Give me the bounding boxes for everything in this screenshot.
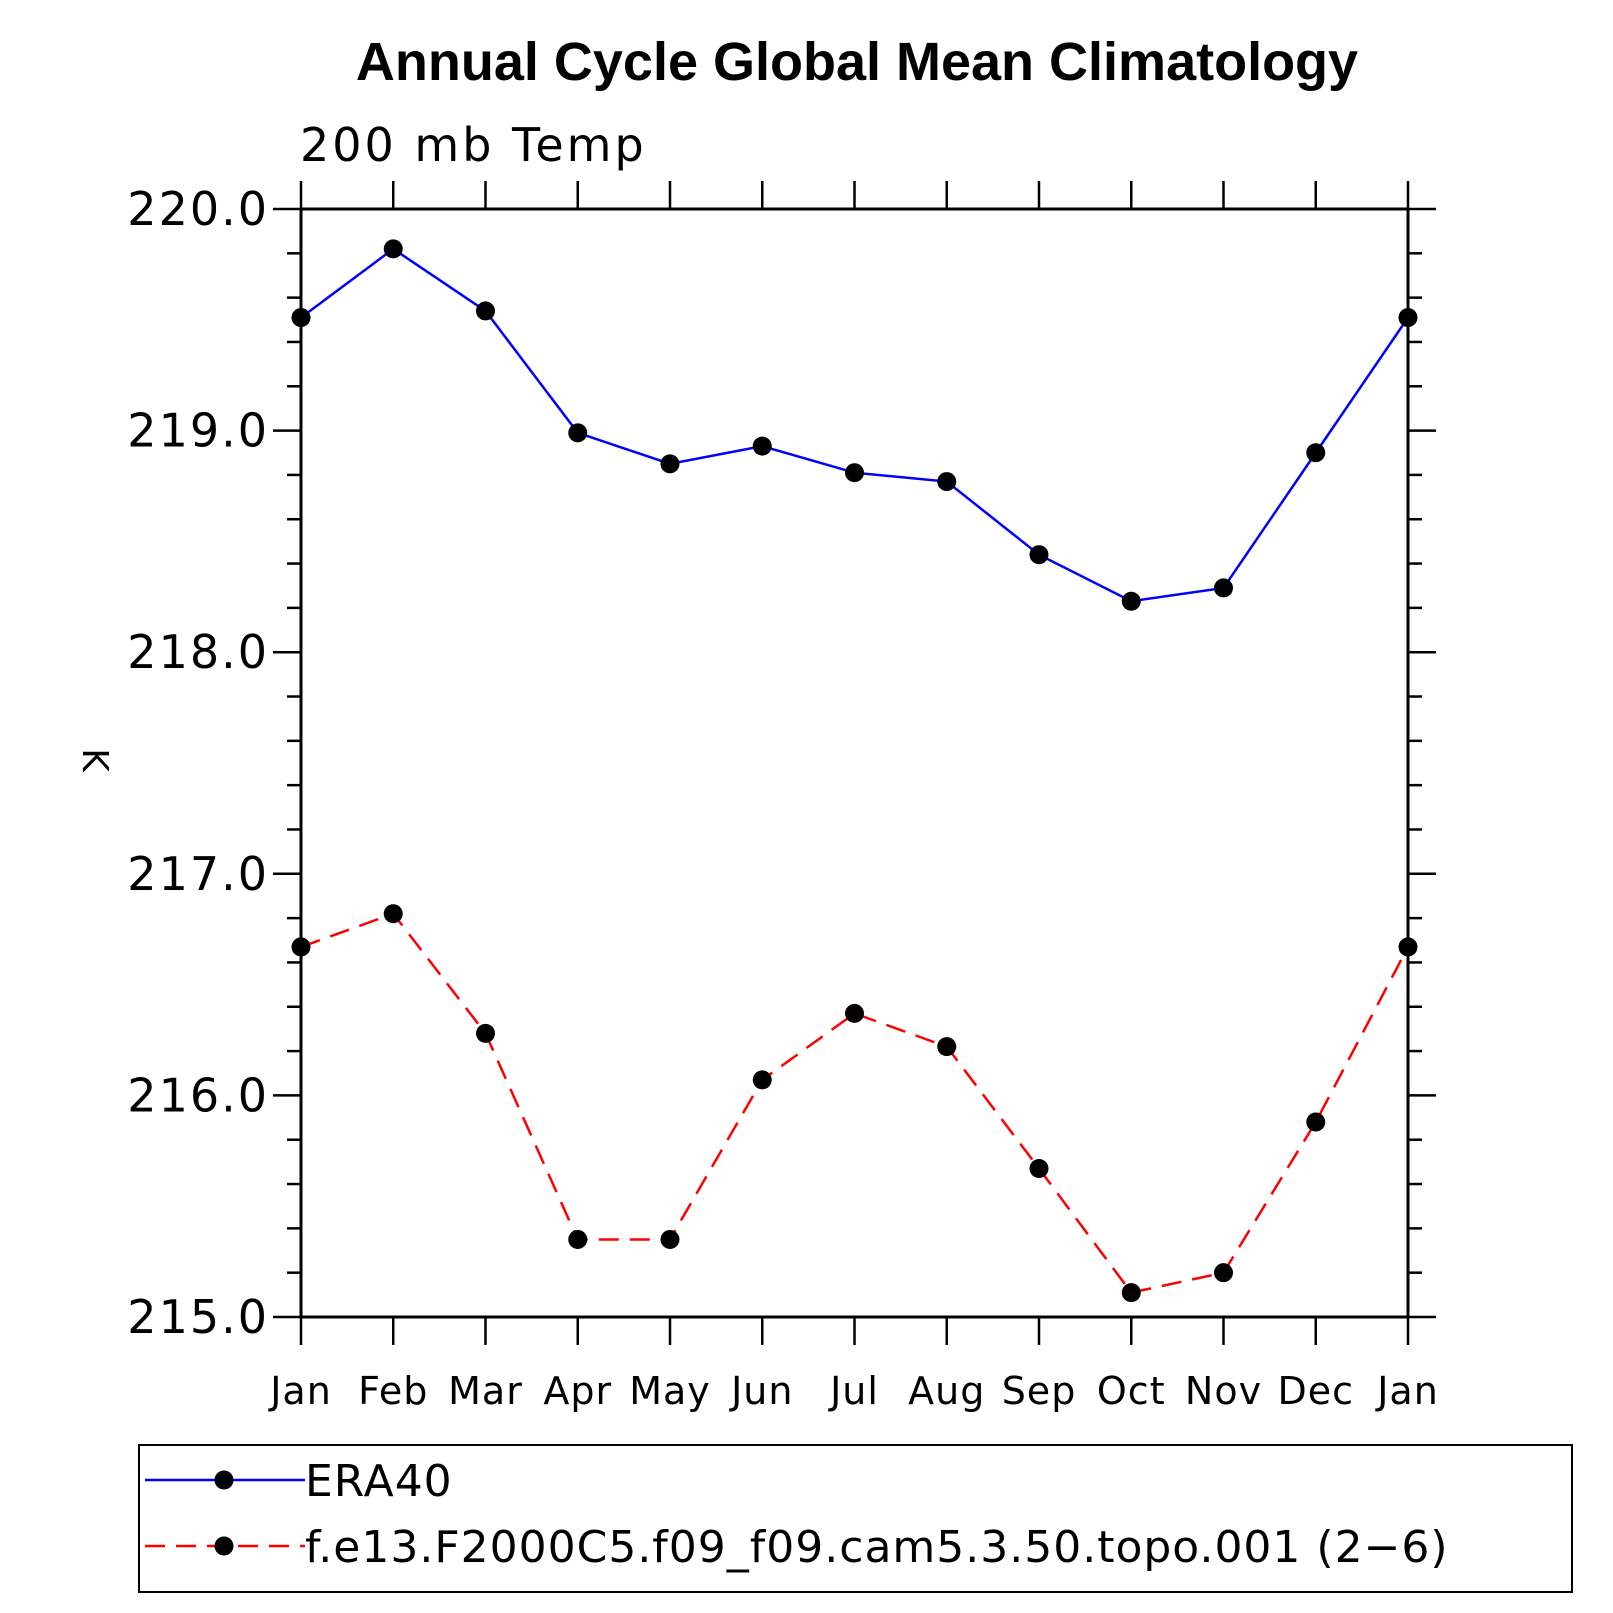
y-axis: 215.0 216.0 217.0 218.0 219.0 220.0 [127,182,1436,1344]
series-2-point [1121,1283,1141,1303]
series-2-point [1398,937,1418,957]
x-tick-label: Jan [268,1369,332,1413]
y-axis-label: K [74,748,115,773]
y-tick-label: 218.0 [127,625,269,679]
x-tick-label: Jul [828,1369,879,1413]
x-tick-label: Oct [1097,1369,1166,1413]
series-1-point [660,454,680,474]
series-2-point [476,1023,495,1043]
chart-title: Annual Cycle Global Mean Climatology [356,32,1358,92]
series-1-point [937,472,957,492]
series-2-point [937,1037,957,1057]
series-2-point [1214,1263,1233,1283]
series-1-point [476,301,495,321]
series-1-point [1214,578,1233,598]
x-axis: Jan Feb Mar Apr May Jun Jul Aug Sep Oct Nov Dec Jan [268,181,1439,1413]
series-2-point [291,937,311,957]
x-tick-label: Jan [1375,1369,1439,1413]
x-tick-label: Feb [358,1369,428,1413]
legend-label-1: ERA40 [305,1456,453,1507]
series-2-point [660,1229,680,1249]
series-1-point [1121,591,1141,611]
x-tick-label: Apr [543,1369,612,1413]
chart-subtitle: 200 mb Temp [300,118,647,172]
series-1-point [752,436,772,456]
series-1-point [568,423,588,443]
x-tick-label: Mar [448,1369,523,1413]
series-1-point [845,463,864,483]
series-2-point [383,904,403,924]
y-tick-label: 219.0 [127,404,269,458]
series-2-point [845,1003,864,1023]
y-tick-label: 217.0 [127,847,269,901]
x-tick-label: Dec [1277,1369,1354,1413]
legend-label-2: f.e13.F2000C5.f09_f09.cam5.3.50.topo.001… [305,1522,1449,1573]
series-2-point [1029,1159,1049,1179]
series-1-point [383,239,403,259]
x-tick-label: Jun [729,1369,793,1413]
legend: ERA40 f.e13.F2000C5.f09_f09.cam5.3.50.top… [145,1456,1449,1573]
legend-box [138,1444,1573,1593]
series-line-1 [300,247,1410,603]
y-tick-label: 216.0 [127,1068,269,1122]
series-line-2 [300,912,1410,1295]
series-2-point [752,1070,772,1090]
y-tick-label: 220.0 [127,182,269,236]
series-2-point [1306,1112,1326,1132]
series-1-point [1306,443,1326,463]
series-1-point [1398,308,1418,328]
series-1-point [1029,545,1049,565]
x-tick-label: May [629,1369,711,1413]
y-tick-label: 215.0 [127,1290,269,1344]
series-2-point [568,1229,588,1249]
series-1-point [291,308,311,328]
legend-marker-1 [214,1470,234,1490]
legend-marker-2 [214,1536,234,1556]
series-layer [291,239,1418,1303]
x-tick-label: Nov [1185,1369,1262,1413]
plot-frame [299,207,1410,1319]
x-tick-label: Aug [908,1369,985,1413]
x-tick-label: Sep [1002,1369,1077,1413]
